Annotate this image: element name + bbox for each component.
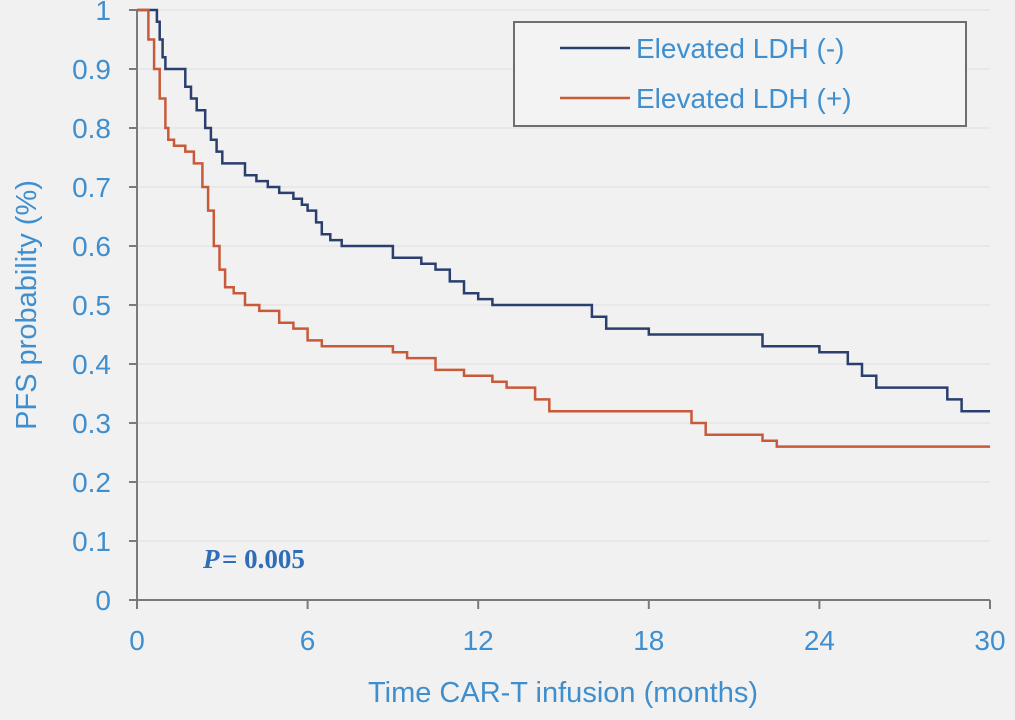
p-value-text: = 0.005 (222, 544, 305, 574)
series-line-ldh-pos (137, 8, 990, 448)
y-tick-label: 0.4 (72, 349, 111, 380)
x-tick-label: 24 (804, 625, 835, 656)
y-tick-label: 0.5 (72, 290, 111, 321)
series-line-ldh-neg (137, 8, 990, 413)
y-axis-title: PFS probability (%) (11, 180, 43, 430)
x-tick-label: 30 (974, 625, 1005, 656)
x-ticks: 0 6 12 18 24 30 (129, 600, 1006, 656)
y-tick-label: 0 (95, 585, 111, 616)
y-tick-label: 0.8 (72, 113, 111, 144)
y-tick-label: 0.2 (72, 467, 111, 498)
legend-label-ldh-neg: Elevated LDH (-) (636, 33, 845, 64)
x-tick-label: 18 (633, 625, 664, 656)
x-tick-label: 0 (129, 625, 145, 656)
x-axis-title: Time CAR-T infusion (months) (368, 677, 758, 709)
y-tick-label: 0.1 (72, 526, 111, 557)
p-value-label: P (202, 544, 220, 574)
y-tick-label: 1 (95, 0, 111, 26)
series-group (137, 8, 990, 448)
y-ticks: 0 0.1 0.2 0.3 0.4 0.5 0.6 0.7 0.8 0.9 1 (72, 0, 137, 616)
p-value-annotation: P = 0.005 (202, 544, 305, 574)
y-tick-label: 0.9 (72, 54, 111, 85)
x-tick-label: 6 (300, 625, 316, 656)
x-tick-label: 12 (463, 625, 494, 656)
y-tick-label: 0.7 (72, 172, 111, 203)
legend-label-ldh-pos: Elevated LDH (+) (636, 83, 852, 114)
legend: Elevated LDH (-) Elevated LDH (+) (513, 21, 967, 127)
y-tick-label: 0.6 (72, 231, 111, 262)
legend-box (513, 21, 967, 127)
y-tick-label: 0.3 (72, 408, 111, 439)
